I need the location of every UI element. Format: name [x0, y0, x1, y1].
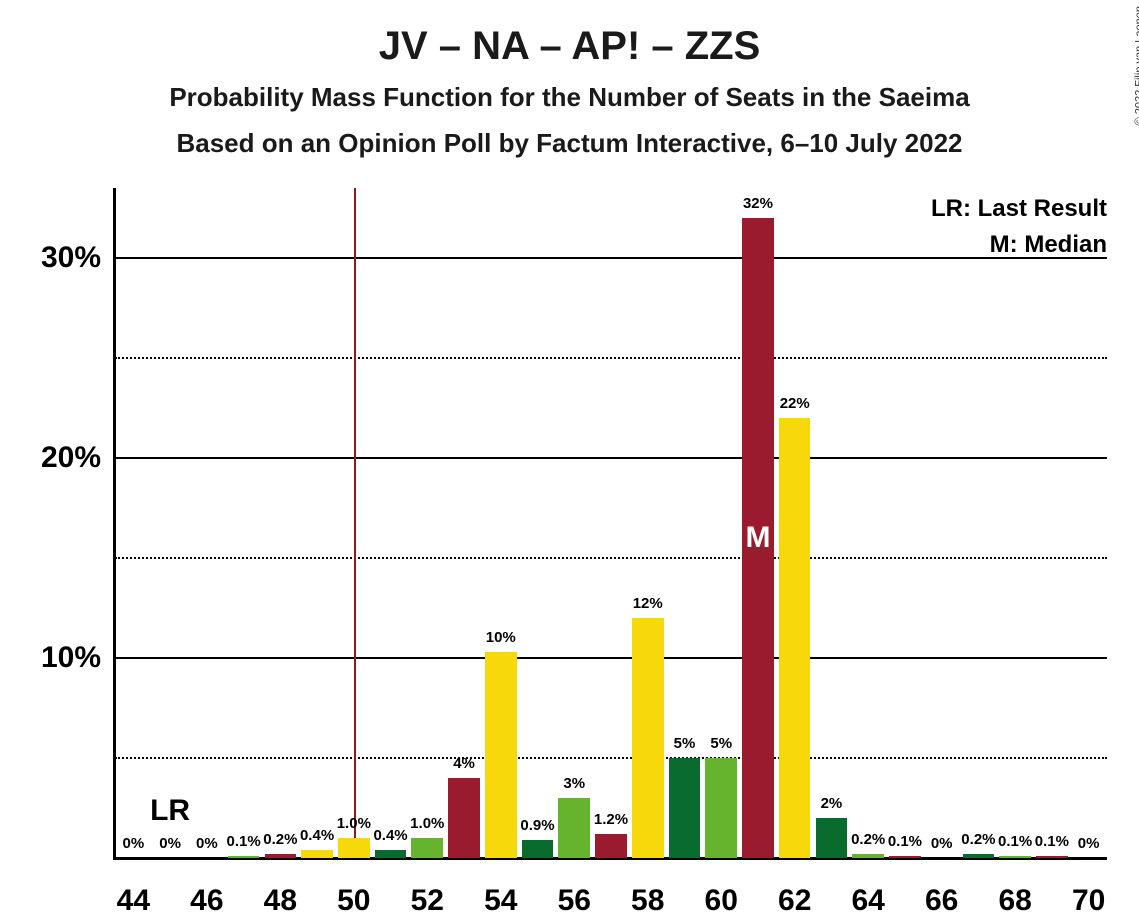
x-tick-label: 66	[925, 884, 958, 918]
x-tick-label: 64	[851, 884, 884, 918]
bar	[228, 856, 260, 858]
gridline	[115, 657, 1107, 659]
x-tick-label: 52	[411, 884, 444, 918]
bar	[669, 758, 701, 858]
bar	[265, 854, 297, 858]
bar-value-label: 5%	[674, 735, 696, 752]
gridline	[115, 357, 1107, 359]
bar-value-label: 0%	[196, 835, 218, 852]
bar-value-label: 1.0%	[410, 815, 444, 832]
bar	[375, 850, 407, 858]
bar	[485, 652, 517, 858]
bar-value-label: 22%	[780, 395, 810, 412]
bar-value-label: 32%	[743, 195, 773, 212]
x-tick-label: 58	[631, 884, 664, 918]
bar	[779, 418, 811, 858]
bar-value-label: 0.1%	[888, 833, 922, 850]
gridline	[115, 757, 1107, 759]
x-tick-label: 62	[778, 884, 811, 918]
y-tick-label: 30%	[41, 241, 101, 275]
bar-value-label: 12%	[633, 595, 663, 612]
x-tick-label: 44	[117, 884, 150, 918]
bar-value-label: 0.2%	[263, 831, 297, 848]
bar-value-label: 0%	[1078, 835, 1100, 852]
bar	[889, 856, 921, 858]
bar	[852, 854, 884, 858]
bar	[522, 840, 554, 858]
bar	[558, 798, 590, 858]
y-tick-label: 10%	[41, 641, 101, 675]
x-tick-label: 50	[337, 884, 370, 918]
bar-value-label: 4%	[453, 755, 475, 772]
copyright-text: © 2022 Filip van Laenen	[1133, 6, 1139, 125]
bar	[632, 618, 664, 858]
bar	[816, 818, 848, 858]
bar-value-label: 1.2%	[594, 811, 628, 828]
x-tick-label: 54	[484, 884, 517, 918]
bar-value-label: 0.1%	[226, 833, 260, 850]
chart-subtitle-2: Based on an Opinion Poll by Factum Inter…	[0, 128, 1139, 159]
gridline	[115, 557, 1107, 559]
gridline	[115, 257, 1107, 259]
bar-value-label: 0.9%	[520, 817, 554, 834]
bar-value-label: 0%	[123, 835, 145, 852]
bar	[448, 778, 480, 858]
chart-plot-area: 10%20%30%4446485052545658606264666870LRL…	[115, 188, 1107, 858]
bar	[1036, 856, 1068, 858]
bar-value-label: 0.4%	[300, 827, 334, 844]
bar-value-label: 0.2%	[851, 831, 885, 848]
legend-lr: LR: Last Result	[931, 195, 1107, 223]
x-tick-label: 48	[264, 884, 297, 918]
gridline	[115, 457, 1107, 459]
legend-m: M: Median	[990, 231, 1107, 259]
bar-value-label: 10%	[486, 629, 516, 646]
bar-value-label: 0.1%	[998, 833, 1032, 850]
bar-value-label: 0.4%	[373, 827, 407, 844]
bar-value-label: 0.2%	[961, 831, 995, 848]
lr-line	[354, 188, 356, 858]
bar	[411, 838, 443, 858]
bar-value-label: 0%	[159, 835, 181, 852]
bar	[338, 838, 370, 858]
x-tick-label: 70	[1072, 884, 1105, 918]
bar-value-label: 2%	[821, 795, 843, 812]
x-tick-label: 60	[705, 884, 738, 918]
bar	[301, 850, 333, 858]
bar-value-label: 0.1%	[1035, 833, 1069, 850]
x-tick-label: 46	[190, 884, 223, 918]
lr-label: LR	[150, 794, 190, 828]
bar	[999, 856, 1031, 858]
x-tick-label: 56	[558, 884, 591, 918]
bar	[705, 758, 737, 858]
y-tick-label: 20%	[41, 441, 101, 475]
chart-subtitle-1: Probability Mass Function for the Number…	[0, 82, 1139, 113]
median-marker: M	[742, 521, 774, 555]
bar-value-label: 3%	[563, 775, 585, 792]
chart-title: JV – NA – AP! – ZZS	[0, 24, 1139, 69]
bar-value-label: 0%	[931, 835, 953, 852]
bar	[595, 834, 627, 858]
bar	[963, 854, 995, 858]
bar-value-label: 5%	[710, 735, 732, 752]
x-tick-label: 68	[998, 884, 1031, 918]
bar-value-label: 1.0%	[337, 815, 371, 832]
